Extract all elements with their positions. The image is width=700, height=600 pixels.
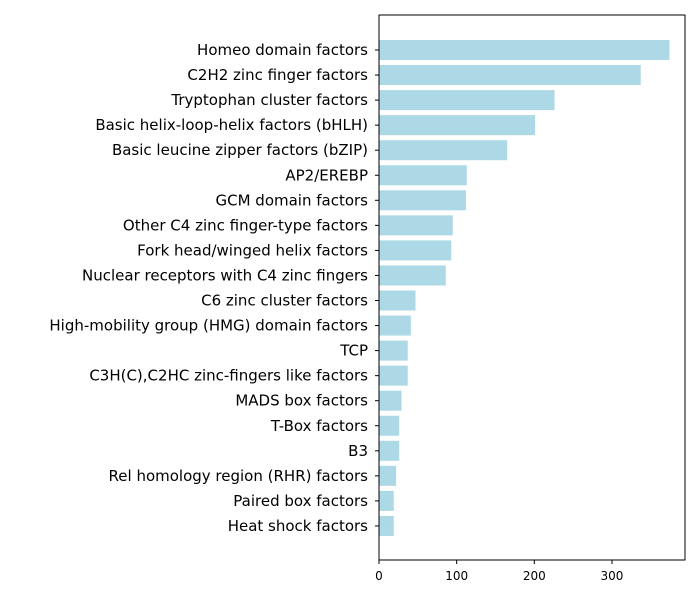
- category-label: C3H(C),C2HC zinc-fingers like factors: [89, 367, 368, 385]
- x-tick-label: 200: [523, 569, 546, 583]
- category-label: C2H2 zinc finger factors: [187, 66, 368, 84]
- plot-frame: [378, 14, 686, 561]
- category-label: MADS box factors: [235, 392, 368, 410]
- bar: [379, 140, 508, 161]
- category-label: Homeo domain factors: [197, 41, 368, 59]
- bar: [379, 365, 408, 386]
- bar: [379, 165, 467, 186]
- x-tick-label: 0: [375, 569, 383, 583]
- category-label: B3: [348, 442, 368, 460]
- x-tick-label: 300: [601, 569, 624, 583]
- bar: [379, 515, 394, 536]
- category-label: High-mobility group (HMG) domain factors: [49, 317, 368, 335]
- category-label: AP2/EREBP: [285, 166, 368, 184]
- bar: [379, 40, 670, 60]
- bar: [379, 490, 394, 511]
- bar: [379, 90, 555, 111]
- bar: [379, 465, 397, 486]
- bar: [379, 215, 453, 236]
- category-labels: Homeo domain factors C2H2 zinc finger fac…: [49, 41, 379, 535]
- bar: [379, 240, 452, 261]
- category-label: Tryptophan cluster factors: [170, 91, 368, 109]
- category-label: Other C4 zinc finger-type factors: [123, 216, 368, 234]
- category-label: C6 zinc cluster factors: [201, 292, 368, 310]
- bar: [379, 315, 411, 336]
- bar: [379, 190, 466, 211]
- bar: [379, 415, 400, 436]
- category-label: Basic leucine zipper factors (bZIP): [112, 141, 368, 159]
- category-label: TCP: [339, 342, 368, 360]
- bar: [379, 265, 446, 286]
- x-tick-label: 100: [445, 569, 468, 583]
- bar: [379, 65, 641, 86]
- bar: [379, 390, 402, 411]
- bar: [379, 290, 416, 311]
- category-label: GCM domain factors: [215, 191, 368, 209]
- category-label: Paired box factors: [233, 492, 368, 510]
- category-label: Basic helix-loop-helix factors (bHLH): [95, 116, 368, 134]
- category-label: Heat shock factors: [228, 517, 368, 535]
- x-axis-ticks: 0 100 200 300: [375, 560, 623, 583]
- category-label: T-Box factors: [270, 417, 368, 435]
- bar: [379, 340, 408, 361]
- bar: [379, 115, 536, 136]
- category-label: Fork head/winged helix factors: [137, 241, 368, 259]
- category-label: Nuclear receptors with C4 zinc fingers: [82, 266, 368, 284]
- category-label: Rel homology region (RHR) factors: [109, 467, 369, 485]
- bar: [379, 440, 400, 461]
- bars-group: [379, 40, 670, 536]
